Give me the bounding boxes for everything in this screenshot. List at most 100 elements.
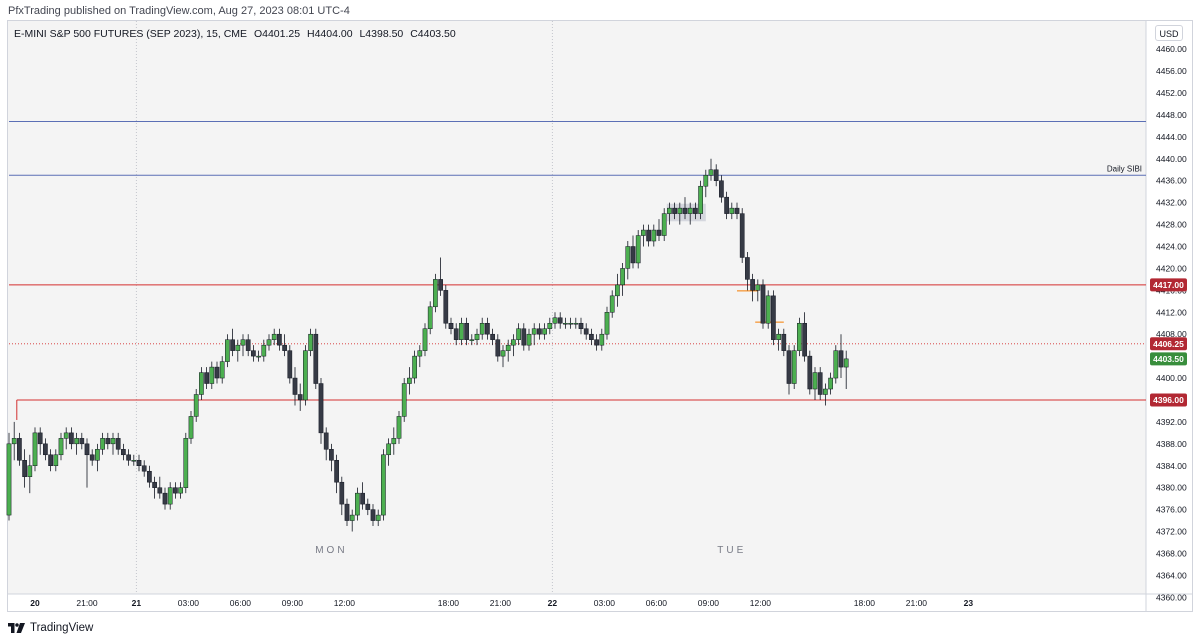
y-tick-label: 4460.00 bbox=[1156, 44, 1187, 54]
y-tick-label: 4384.00 bbox=[1156, 461, 1187, 471]
candle-down bbox=[734, 207, 740, 214]
candle-up bbox=[407, 377, 412, 384]
candle-down bbox=[760, 284, 766, 324]
candle-up bbox=[74, 438, 79, 445]
candle-up bbox=[308, 333, 313, 351]
candle-up bbox=[349, 514, 355, 521]
candle-up bbox=[95, 449, 100, 461]
candle-up bbox=[812, 372, 818, 390]
price-badge-label: 4406.25 bbox=[1153, 339, 1184, 349]
symbol-legend: E-MINI S&P 500 FUTURES (SEP 2023), 15, C… bbox=[14, 28, 460, 40]
candle-up bbox=[625, 246, 631, 269]
candle-up bbox=[178, 487, 183, 494]
price-badge bbox=[1150, 278, 1187, 292]
price-badge bbox=[1150, 393, 1187, 407]
candle-up bbox=[651, 229, 657, 242]
candle-up bbox=[256, 355, 261, 358]
candle-down bbox=[89, 454, 95, 461]
candle-down bbox=[719, 180, 724, 198]
y-tick-label: 4368.00 bbox=[1156, 548, 1187, 558]
y-tick-label: 4372.00 bbox=[1156, 527, 1187, 537]
symbol-name[interactable]: E-MINI S&P 500 FUTURES (SEP 2023), 15, C… bbox=[14, 28, 248, 40]
candle-down bbox=[370, 509, 376, 521]
candle-down bbox=[17, 438, 22, 461]
x-tick-label: 21:00 bbox=[76, 598, 98, 608]
candle-down bbox=[781, 333, 787, 351]
candle-down bbox=[807, 355, 813, 390]
candle-up bbox=[641, 229, 646, 236]
candle-up bbox=[573, 322, 579, 325]
footer-brand[interactable]: TradingView bbox=[8, 622, 93, 634]
candle-up bbox=[542, 328, 547, 335]
currency-button[interactable]: USD bbox=[1155, 25, 1183, 41]
ohlc-open: O4401.25 bbox=[253, 28, 301, 40]
candle-up bbox=[32, 432, 38, 467]
candle-up bbox=[823, 388, 828, 395]
candle-up bbox=[615, 284, 620, 297]
candle-down bbox=[786, 350, 792, 384]
candle-up bbox=[661, 213, 667, 236]
y-tick-label: 4432.00 bbox=[1156, 198, 1187, 208]
candle-down bbox=[152, 481, 157, 488]
y-tick-label: 4448.00 bbox=[1156, 110, 1187, 120]
candle-up bbox=[100, 438, 105, 450]
plot-area bbox=[8, 21, 1146, 594]
candle-up bbox=[828, 377, 833, 390]
candle-down bbox=[251, 350, 256, 357]
candle-down bbox=[453, 328, 459, 340]
candle-down bbox=[713, 169, 719, 181]
candle-up bbox=[53, 454, 59, 467]
candle-down bbox=[693, 207, 698, 214]
price-badge-label: 4396.00 bbox=[1153, 395, 1184, 405]
candle-up bbox=[563, 322, 568, 325]
candle-down bbox=[537, 328, 542, 335]
x-tick-label: 06:00 bbox=[646, 598, 668, 608]
candle-up bbox=[401, 383, 407, 417]
y-tick-label: 4388.00 bbox=[1156, 439, 1187, 449]
candle-down bbox=[277, 333, 282, 346]
candle-down bbox=[334, 460, 339, 483]
ohlc-low: L4398.50 bbox=[359, 28, 404, 40]
candle-down bbox=[37, 432, 43, 445]
y-tick-label: 4360.00 bbox=[1156, 592, 1187, 602]
candle-down bbox=[329, 449, 334, 461]
candle-up bbox=[209, 366, 215, 384]
candle-down bbox=[589, 333, 594, 340]
candle-up bbox=[27, 465, 33, 477]
candle-up bbox=[131, 460, 137, 462]
candle-up bbox=[183, 438, 189, 488]
candle-down bbox=[204, 372, 209, 384]
x-tick-label: 09:00 bbox=[282, 598, 304, 608]
candle-down bbox=[121, 449, 126, 456]
candle-up bbox=[708, 169, 714, 176]
candle-down bbox=[84, 443, 90, 456]
candle-up bbox=[797, 322, 802, 351]
candle-up bbox=[355, 492, 360, 516]
candle-up bbox=[552, 317, 558, 324]
candle-down bbox=[750, 279, 755, 291]
candle-up bbox=[199, 372, 204, 395]
x-tick-label: 20 bbox=[30, 598, 40, 608]
candle-up bbox=[469, 339, 475, 341]
candle-up bbox=[677, 207, 683, 214]
candle-down bbox=[323, 432, 329, 450]
price-badge bbox=[1150, 352, 1187, 366]
candle-down bbox=[438, 279, 443, 291]
candle-up bbox=[240, 339, 246, 346]
y-tick-label: 4420.00 bbox=[1156, 263, 1187, 273]
candle-up bbox=[6, 443, 12, 516]
candle-down bbox=[22, 460, 27, 477]
candle-up bbox=[755, 284, 761, 291]
candle-down bbox=[147, 470, 152, 483]
candle-down bbox=[126, 454, 131, 461]
candle-down bbox=[557, 317, 563, 324]
x-tick-label: 23 bbox=[964, 598, 974, 608]
candle-up bbox=[474, 333, 480, 340]
candle-up bbox=[609, 295, 615, 313]
candle-down bbox=[594, 339, 599, 346]
candle-up bbox=[667, 207, 672, 214]
candle-down bbox=[292, 377, 298, 395]
x-tick-label: 03:00 bbox=[594, 598, 616, 608]
candle-up bbox=[526, 333, 532, 346]
